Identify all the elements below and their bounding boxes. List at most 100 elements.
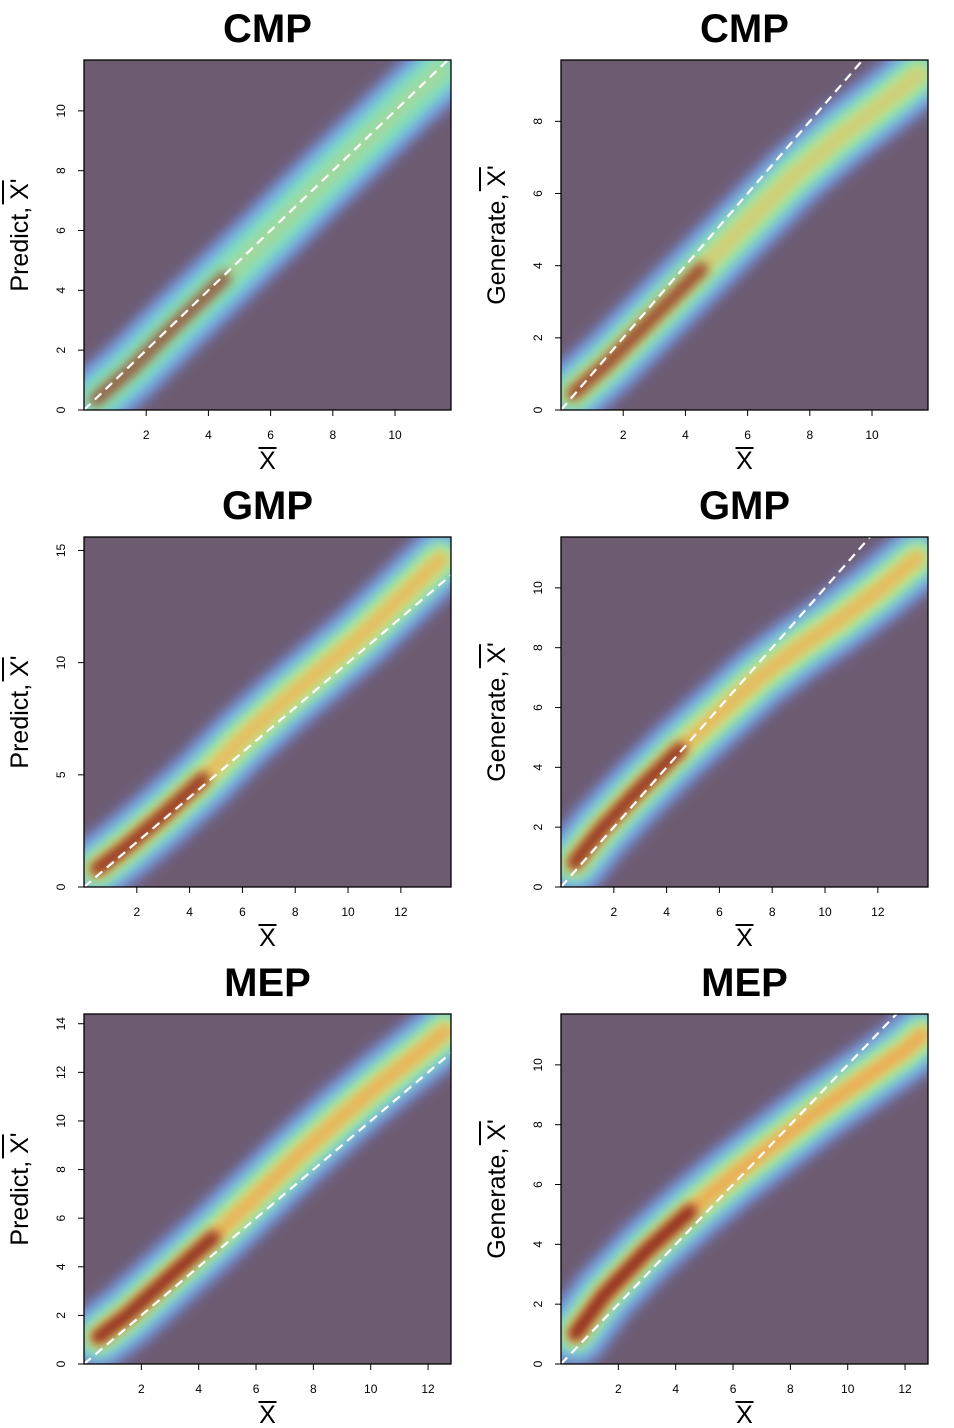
panel-6: 2 4 6 8 10 12 0 2 4 6 8 10 MEP X Generate, X' — [479, 961, 929, 1428]
y-tick-label: 5 — [54, 771, 68, 778]
y-axis-label: Generate, X' — [483, 165, 511, 305]
density-core — [91, 1230, 220, 1345]
y-tick-label: 2 — [531, 1301, 545, 1308]
x-tick-label: 2 — [138, 1382, 145, 1396]
x-tick-label: 8 — [310, 1382, 317, 1396]
y-axis-label: Generate, X' — [483, 1119, 511, 1259]
x-tick-label: 2 — [143, 428, 150, 442]
reference-line — [561, 1014, 898, 1364]
y-tick-label: 12 — [54, 1065, 68, 1079]
y-tick-label: 10 — [531, 581, 545, 595]
y-tick-label: 4 — [54, 1263, 68, 1270]
density-core — [90, 772, 210, 877]
plot-frame — [83, 536, 452, 888]
reference-line — [84, 574, 451, 887]
y-tick-label: 6 — [531, 1181, 545, 1188]
x-tick-label: 10 — [388, 428, 402, 442]
x-tick-label: 12 — [898, 1382, 912, 1396]
x-tick-label: 2 — [610, 905, 617, 919]
x-tick-label: 10 — [341, 905, 355, 919]
x-tick-label: 12 — [871, 905, 885, 919]
x-tick-label: 10 — [841, 1382, 855, 1396]
reference-line — [561, 60, 865, 410]
x-tick-label: 10 — [865, 428, 879, 442]
y-axis-label: Predict, X' — [6, 178, 34, 291]
reference-line — [561, 537, 872, 887]
density-core — [568, 1204, 697, 1342]
reference-line — [84, 1052, 451, 1364]
y-tick-label: 0 — [531, 406, 545, 413]
x-tick-label: 4 — [672, 1382, 679, 1396]
x-tick-label: 10 — [364, 1382, 378, 1396]
y-tick-label: 6 — [531, 704, 545, 711]
x-tick-label: 8 — [806, 428, 813, 442]
x-tick-label: 4 — [663, 905, 670, 919]
chart-title: CMP — [700, 7, 789, 51]
x-axis-label: X — [259, 447, 276, 475]
y-tick-label: 0 — [54, 1360, 68, 1367]
density-layer — [84, 537, 451, 887]
plot-frame — [83, 1013, 452, 1365]
panel-5: 2 4 6 8 10 12 0 2 4 6 8 10 12 14 MEP X Predict, X' — [2, 961, 452, 1428]
y-tick-label: 4 — [531, 262, 545, 269]
x-tick-label: 4 — [682, 428, 689, 442]
x-tick-label: 4 — [205, 428, 212, 442]
y-tick-label: 2 — [54, 347, 68, 354]
y-tick-label: 8 — [531, 1121, 545, 1128]
y-tick-label: 6 — [54, 227, 68, 234]
y-tick-label: 10 — [531, 1058, 545, 1072]
y-tick-label: 10 — [54, 1114, 68, 1128]
x-tick-label: 6 — [253, 1382, 260, 1396]
panel-3: 2 4 6 8 10 12 0 5 10 15 GMP X Predict, X' — [2, 484, 452, 952]
y-tick-label: 8 — [531, 644, 545, 651]
y-tick-label: 8 — [54, 1166, 68, 1173]
density-layer — [561, 537, 928, 887]
y-tick-label: 6 — [54, 1215, 68, 1222]
plot-frame — [560, 536, 929, 888]
y-tick-label: 0 — [54, 883, 68, 890]
x-tick-label: 2 — [615, 1382, 622, 1396]
y-tick-label: 10 — [54, 656, 68, 670]
panel-2: 2 4 6 8 10 0 2 4 6 8 CMP X Generate, X' — [479, 7, 929, 475]
density-core — [89, 271, 231, 407]
x-axis-label: X — [736, 447, 753, 475]
x-tick-label: 12 — [394, 905, 408, 919]
chart-title: GMP — [222, 484, 313, 528]
y-axis-label: Predict, X' — [6, 655, 34, 768]
x-tick-label: 4 — [195, 1382, 202, 1396]
x-tick-label: 8 — [329, 428, 336, 442]
plot-frame — [83, 59, 452, 411]
y-tick-label: 14 — [54, 1017, 68, 1031]
x-tick-label: 2 — [133, 905, 140, 919]
chart-title: GMP — [699, 484, 790, 528]
density-layer — [84, 1014, 451, 1364]
x-tick-label: 8 — [787, 1382, 794, 1396]
y-tick-label: 8 — [54, 167, 68, 174]
x-tick-label: 10 — [818, 905, 832, 919]
x-tick-label: 6 — [267, 428, 274, 442]
x-axis-label: X — [736, 924, 753, 952]
panels: 2 4 6 8 10 0 2 4 6 8 10 CMP X Predict, X' 2 4 6 8 10 0 2 4 6 8 C… — [2, 7, 929, 1428]
x-tick-label: 6 — [239, 905, 246, 919]
plot-frame — [560, 1013, 929, 1365]
y-tick-label: 2 — [54, 1312, 68, 1319]
y-tick-label: 4 — [54, 287, 68, 294]
panel-4: 2 4 6 8 10 12 0 2 4 6 8 10 GMP X Generate, X' — [479, 484, 929, 952]
y-tick-label: 2 — [531, 824, 545, 831]
y-tick-label: 6 — [531, 190, 545, 197]
x-tick-label: 6 — [730, 1382, 737, 1396]
x-axis-label: X — [259, 924, 276, 952]
x-tick-label: 8 — [292, 905, 299, 919]
density-core — [567, 742, 687, 871]
x-tick-label: 4 — [186, 905, 193, 919]
density-core — [566, 262, 708, 401]
density-layer — [84, 60, 451, 410]
y-tick-label: 15 — [54, 543, 68, 557]
x-tick-label: 8 — [769, 905, 776, 919]
y-tick-label: 8 — [531, 118, 545, 125]
x-tick-label: 6 — [744, 428, 751, 442]
density-layer — [561, 1014, 928, 1364]
y-tick-label: 0 — [54, 406, 68, 413]
reference-line — [84, 60, 450, 410]
